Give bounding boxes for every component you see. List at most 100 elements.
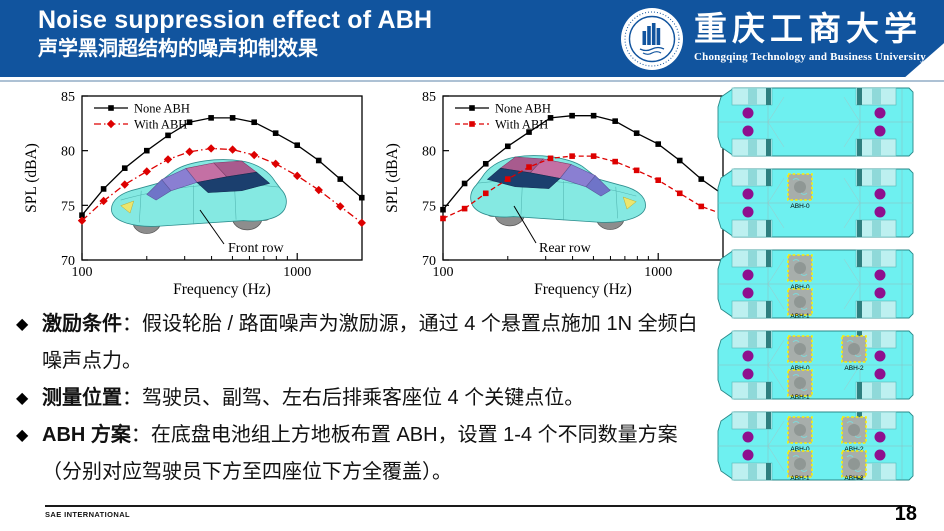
row-annotation: Front row [228,241,285,256]
series-none-abh [79,115,365,218]
y-tick-label: 75 [61,199,75,214]
abh-patch-abh-2: ABH-2 [841,416,867,453]
abh-patch-label: ABH-3 [844,475,864,481]
abh-patch-label: ABH-2 [844,365,864,372]
y-tick-label: 75 [422,199,436,214]
abh-patch-abh-3: ABH-3 [841,450,867,481]
header-divider [0,80,944,82]
measure-point-dot [874,188,886,200]
legend-entry: None ABH [455,102,551,116]
front-row-chart-svg: 70 75 80 85 100 1000 Frequency (Hz) SPL (dBA) Fr… [23,90,366,298]
abh-patch-abh-0: ABH-0 [787,173,813,210]
bullet-list: ◆ 激励条件：假设轮胎 / 路面噪声为激励源，通过 4 个悬置点施加 1N 全频白… [16,306,712,491]
diamond-bullet-icon: ◆ [16,316,29,333]
title-block: Noise suppression effect of ABH 声学黑洞超结构的… [38,5,432,61]
y-tick-label: 70 [422,254,436,269]
front-row-chart: 70 75 80 85 100 1000 Frequency (Hz) SPL (dBA) Fr… [20,86,378,306]
measure-point-dot [874,449,886,461]
bullet-text: ：假设轮胎 / 路面噪声为激励源，通过 4 个悬置点施加 1N 全频白噪声点力。 [42,313,698,372]
car-model-front-row [111,159,287,234]
page-number: 18 [894,503,917,525]
x-axis-title: Frequency (Hz) [534,281,632,298]
bullet-label: ABH 方案 [42,424,131,446]
legend-entry: None ABH [94,102,190,116]
bullet-abh-scheme: ◆ ABH 方案：在底盘电池组上方地板布置 ABH，设置 1-4 个不同数量方案（… [16,417,712,491]
abh-patch-abh-0: ABH-0 [787,254,813,291]
abh-patch-abh-0: ABH-0 [787,416,813,453]
measure-point-dot [742,125,754,137]
measure-point-dot [742,287,754,299]
abh-layout-diagram-1: ABH-0 [717,168,914,238]
measure-point-dot [742,269,754,281]
rear-row-chart-svg: 70 75 80 85 100 1000 Frequency (Hz) SPL (dBA) Re… [384,90,726,298]
plot-border [81,95,363,261]
row-annotation: Rear row [539,241,592,256]
university-names: 重庆工商大学 Chongqing Technology and Business… [694,7,926,71]
footer-brand: SAE INTERNATIONAL [45,510,130,519]
university-emblem-icon [621,8,683,70]
series-with-abh [440,153,726,222]
abh-patch-abh-2: ABH-2 [841,335,867,372]
y-tick-label: 85 [422,90,436,105]
abh-patch-label: ABH-0 [790,446,810,453]
measure-point-dot [874,125,886,137]
abh-patch-abh-1: ABH-1 [787,450,813,481]
measure-point-dot [874,287,886,299]
abh-patch-label: ABH-0 [790,284,810,291]
legend-label: None ABH [134,102,190,116]
bullet-label: 测量位置 [42,387,122,409]
page-subtitle: 声学黑洞超结构的噪声抑制效果 [38,38,318,60]
abh-patch-abh-1: ABH-1 [787,288,813,319]
legend-label: None ABH [495,102,551,116]
legend-entry: With ABH [455,118,548,132]
measure-point-dot [874,107,886,119]
series-none-abh [440,112,726,213]
measure-point-dot [874,431,886,443]
measure-point-dot [742,188,754,200]
x-tick-label: 1000 [644,265,672,280]
abh-patch-label: ABH-1 [790,394,810,400]
abh-layout-diagram-0 [717,87,914,157]
page-title: Noise suppression effect of ABH [38,6,433,34]
y-tick-label: 80 [61,145,75,160]
x-tick-label: 100 [433,265,454,280]
abh-layout-sidebar: ABH-0 ABH-0 ABH-1 ABH-0 ABH-2 ABH-1 ABH-0 AB… [714,87,942,492]
measure-point-dot [742,431,754,443]
university-name-zh: 重庆工商大学 [694,12,922,48]
diamond-bullet-icon: ◆ [16,427,29,444]
measure-point-dot [874,368,886,380]
diamond-bullet-icon: ◆ [16,390,29,407]
bullet-text: ：驾驶员、副驾、左右后排乘客座位 4 个关键点位。 [122,387,585,409]
car-model-rear-row [470,155,646,230]
legend-label: With ABH [134,118,187,132]
abh-patch-label: ABH-1 [790,475,810,481]
abh-patch-label: ABH-1 [790,313,810,319]
x-tick-label: 1000 [283,265,311,280]
measure-point-dot [742,449,754,461]
abh-layout-diagram-3: ABH-0 ABH-2 ABH-1 [717,330,914,400]
measure-point-dot [742,107,754,119]
bullet-measurement: ◆ 测量位置：驾驶员、副驾、左右后排乘客座位 4 个关键点位。 [16,380,712,417]
abh-layout-diagram-2: ABH-0 ABH-1 [717,249,914,319]
legend-label: With ABH [495,118,548,132]
measure-point-dot [742,368,754,380]
university-name-en: Chongqing Technology and Business Univer… [694,51,926,63]
abh-patch-label: ABH-0 [790,203,810,210]
y-axis-title: SPL (dBA) [384,143,401,213]
abh-patch-label: ABH-0 [790,365,810,372]
university-logo: 重庆工商大学 Chongqing Technology and Business… [620,7,926,71]
abh-patch-abh-0: ABH-0 [787,335,813,372]
abh-patch-abh-1: ABH-1 [787,369,813,400]
legend-entry: With ABH [94,118,187,132]
bullet-excitation: ◆ 激励条件：假设轮胎 / 路面噪声为激励源，通过 4 个悬置点施加 1N 全频白… [16,306,712,380]
footer-divider [45,505,911,507]
y-axis-title: SPL (dBA) [23,143,40,213]
measure-point-dot [874,269,886,281]
abh-patch-label: ABH-2 [844,446,864,453]
x-axis-title: Frequency (Hz) [173,281,271,298]
y-tick-label: 80 [422,145,436,160]
x-tick-label: 100 [72,265,93,280]
y-tick-label: 85 [61,90,75,105]
header-banner [0,0,944,77]
